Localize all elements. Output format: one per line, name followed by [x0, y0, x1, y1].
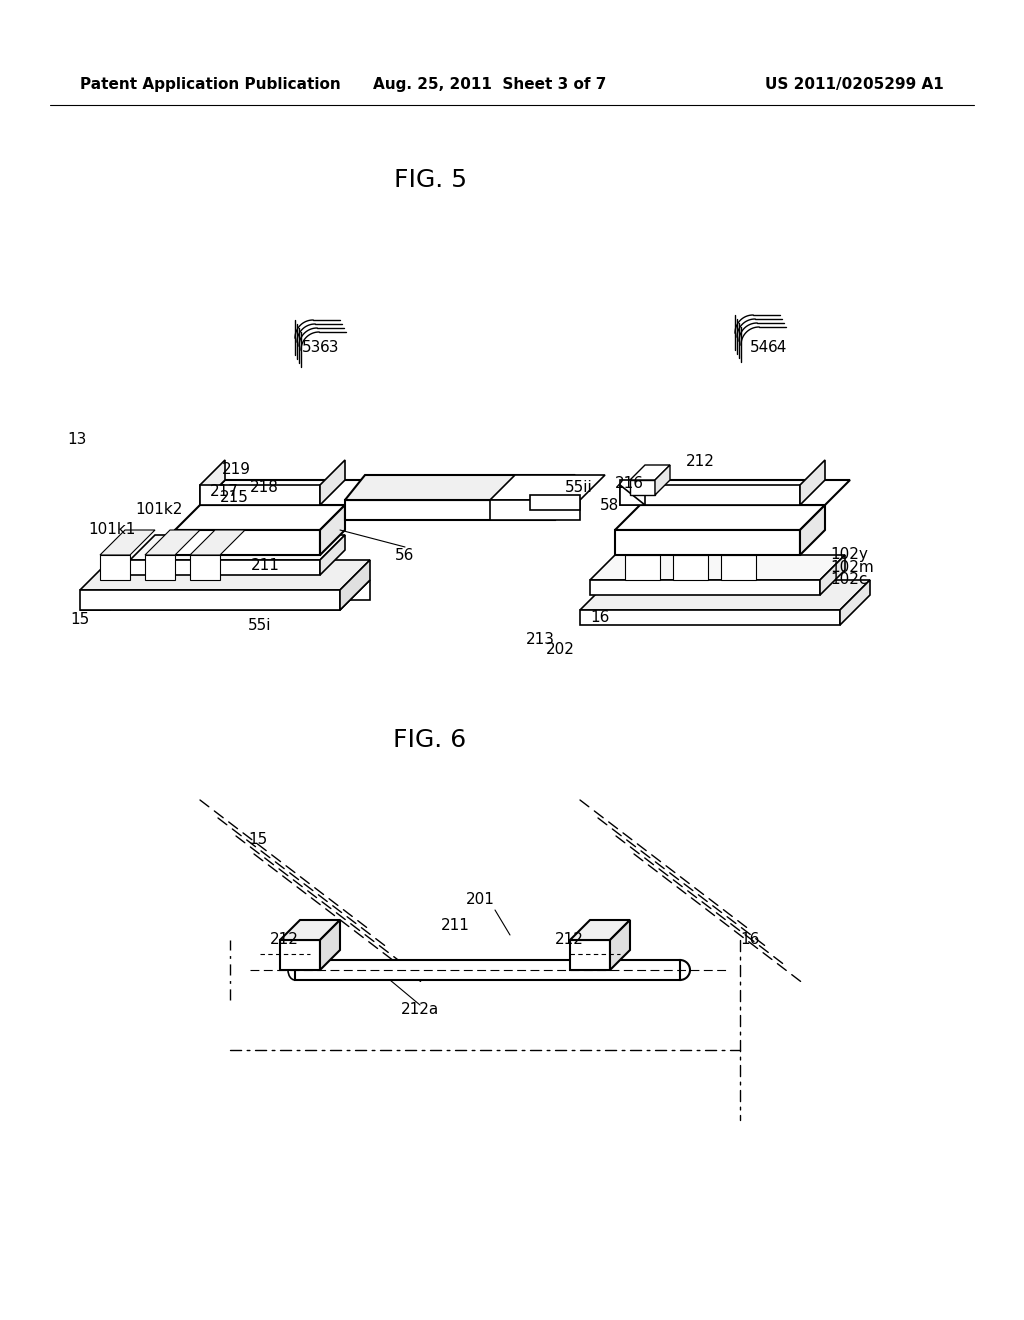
- Polygon shape: [319, 920, 340, 970]
- Polygon shape: [840, 579, 870, 624]
- Text: 201: 201: [466, 892, 495, 908]
- Polygon shape: [200, 480, 370, 506]
- Text: 56: 56: [395, 548, 415, 562]
- Polygon shape: [319, 506, 345, 554]
- Text: 212: 212: [555, 932, 584, 948]
- Text: 217: 217: [210, 484, 239, 499]
- Polygon shape: [200, 484, 319, 506]
- Text: 102m: 102m: [830, 560, 873, 574]
- Ellipse shape: [288, 960, 302, 979]
- Polygon shape: [800, 459, 825, 506]
- Polygon shape: [530, 495, 580, 510]
- Polygon shape: [100, 531, 155, 554]
- Text: 212a: 212a: [400, 1002, 439, 1018]
- Text: 102y: 102y: [830, 548, 868, 562]
- Polygon shape: [655, 465, 670, 495]
- Polygon shape: [615, 531, 800, 554]
- Text: 58: 58: [600, 498, 620, 512]
- Polygon shape: [80, 560, 370, 590]
- Polygon shape: [673, 554, 708, 579]
- Polygon shape: [175, 531, 319, 554]
- Polygon shape: [580, 610, 840, 624]
- Polygon shape: [630, 480, 655, 495]
- Polygon shape: [319, 535, 345, 576]
- Polygon shape: [673, 531, 728, 554]
- Polygon shape: [175, 506, 345, 531]
- Text: 216: 216: [615, 477, 644, 491]
- Polygon shape: [280, 940, 319, 970]
- Text: 211: 211: [251, 557, 280, 573]
- Text: 55i: 55i: [248, 618, 271, 632]
- Polygon shape: [295, 960, 680, 979]
- Polygon shape: [130, 560, 319, 576]
- Text: 63: 63: [319, 341, 340, 355]
- Text: 101k2: 101k2: [135, 503, 182, 517]
- Polygon shape: [100, 554, 130, 579]
- Polygon shape: [721, 531, 776, 554]
- Polygon shape: [590, 554, 845, 579]
- Text: 213: 213: [525, 632, 555, 648]
- Polygon shape: [570, 920, 630, 940]
- Text: 219: 219: [222, 462, 251, 478]
- Text: 16: 16: [740, 932, 760, 948]
- Polygon shape: [625, 531, 680, 554]
- Text: 101k1: 101k1: [88, 523, 135, 537]
- Polygon shape: [145, 554, 175, 579]
- Polygon shape: [319, 459, 345, 506]
- Polygon shape: [610, 920, 630, 970]
- Text: 218: 218: [250, 479, 279, 495]
- Polygon shape: [80, 579, 370, 610]
- Text: 64: 64: [768, 341, 787, 355]
- Text: 13: 13: [67, 433, 86, 447]
- Text: 102c: 102c: [830, 572, 867, 586]
- Polygon shape: [615, 506, 825, 531]
- Text: 16: 16: [590, 610, 609, 626]
- Polygon shape: [345, 500, 555, 520]
- Polygon shape: [570, 940, 610, 970]
- Polygon shape: [490, 500, 580, 520]
- Polygon shape: [721, 554, 756, 579]
- Ellipse shape: [670, 960, 690, 979]
- Text: 55ii: 55ii: [565, 479, 593, 495]
- Text: 15: 15: [248, 833, 267, 847]
- Text: 215: 215: [220, 491, 249, 506]
- Text: 15: 15: [70, 612, 89, 627]
- Polygon shape: [820, 554, 845, 595]
- Polygon shape: [340, 560, 370, 610]
- Text: Aug. 25, 2011  Sheet 3 of 7: Aug. 25, 2011 Sheet 3 of 7: [374, 78, 606, 92]
- Polygon shape: [80, 590, 340, 610]
- Polygon shape: [620, 484, 645, 506]
- Text: US 2011/0205299 A1: US 2011/0205299 A1: [765, 78, 944, 92]
- Polygon shape: [640, 480, 850, 506]
- Polygon shape: [145, 531, 200, 554]
- Polygon shape: [620, 480, 645, 506]
- Polygon shape: [580, 579, 870, 610]
- Polygon shape: [130, 535, 345, 560]
- Polygon shape: [490, 475, 605, 500]
- Polygon shape: [345, 475, 575, 500]
- Text: 212: 212: [685, 454, 715, 470]
- Text: FIG. 5: FIG. 5: [393, 168, 467, 191]
- Polygon shape: [200, 459, 225, 506]
- Text: 54: 54: [750, 341, 769, 355]
- Polygon shape: [800, 506, 825, 554]
- Polygon shape: [190, 531, 245, 554]
- Polygon shape: [640, 484, 800, 506]
- Text: FIG. 6: FIG. 6: [393, 729, 467, 752]
- Text: 212: 212: [270, 932, 299, 948]
- Polygon shape: [555, 475, 575, 520]
- Text: 211: 211: [440, 917, 469, 932]
- Text: 202: 202: [546, 643, 574, 657]
- Polygon shape: [625, 554, 660, 579]
- Polygon shape: [590, 579, 820, 595]
- Text: Patent Application Publication: Patent Application Publication: [80, 78, 341, 92]
- Polygon shape: [190, 554, 220, 579]
- Polygon shape: [630, 465, 670, 480]
- Text: 53: 53: [302, 341, 322, 355]
- Polygon shape: [280, 920, 340, 940]
